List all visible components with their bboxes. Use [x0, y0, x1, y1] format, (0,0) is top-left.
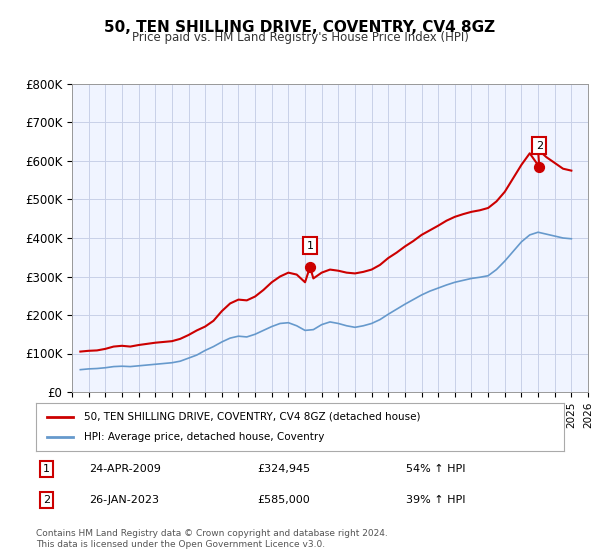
Point [535, 162, 544, 171]
Text: 39% ↑ HPI: 39% ↑ HPI [406, 495, 465, 505]
Text: 1: 1 [43, 464, 50, 474]
Text: HPI: Average price, detached house, Coventry: HPI: Average price, detached house, Cove… [83, 432, 324, 442]
Text: 54% ↑ HPI: 54% ↑ HPI [406, 464, 465, 474]
Text: 24-APR-2009: 24-APR-2009 [89, 464, 161, 474]
Text: 50, TEN SHILLING DRIVE, COVENTRY, CV4 8GZ (detached house): 50, TEN SHILLING DRIVE, COVENTRY, CV4 8G… [83, 412, 420, 422]
Text: 50, TEN SHILLING DRIVE, COVENTRY, CV4 8GZ: 50, TEN SHILLING DRIVE, COVENTRY, CV4 8G… [104, 20, 496, 35]
Text: Price paid vs. HM Land Registry's House Price Index (HPI): Price paid vs. HM Land Registry's House … [131, 31, 469, 44]
Text: 26-JAN-2023: 26-JAN-2023 [89, 495, 159, 505]
Text: Contains HM Land Registry data © Crown copyright and database right 2024.
This d: Contains HM Land Registry data © Crown c… [36, 529, 388, 549]
Text: 1: 1 [307, 241, 314, 251]
Text: £324,945: £324,945 [258, 464, 311, 474]
Text: 2: 2 [43, 495, 50, 505]
Text: £585,000: £585,000 [258, 495, 311, 505]
Point [305, 263, 315, 272]
Text: 2: 2 [536, 141, 543, 151]
